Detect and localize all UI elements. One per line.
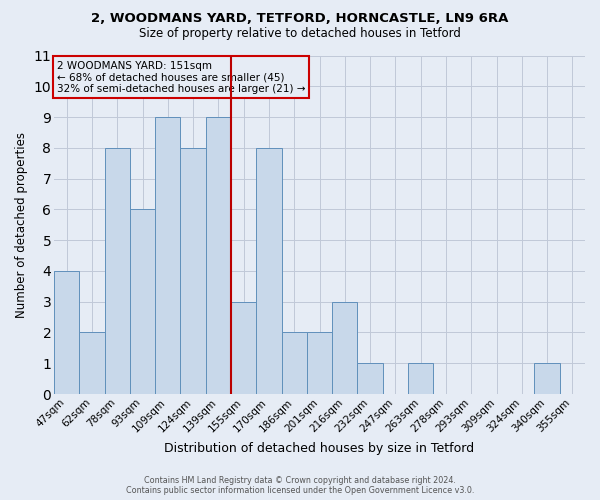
Bar xyxy=(332,302,358,394)
X-axis label: Distribution of detached houses by size in Tetford: Distribution of detached houses by size … xyxy=(164,442,475,455)
Bar xyxy=(256,148,281,394)
Text: 2 WOODMANS YARD: 151sqm
← 68% of detached houses are smaller (45)
32% of semi-de: 2 WOODMANS YARD: 151sqm ← 68% of detache… xyxy=(57,60,305,94)
Bar xyxy=(130,210,155,394)
Y-axis label: Number of detached properties: Number of detached properties xyxy=(15,132,28,318)
Text: Size of property relative to detached houses in Tetford: Size of property relative to detached ho… xyxy=(139,28,461,40)
Bar xyxy=(408,364,433,394)
Bar xyxy=(181,148,206,394)
Bar xyxy=(307,332,332,394)
Bar xyxy=(155,117,181,394)
Bar xyxy=(206,117,231,394)
Text: Contains HM Land Registry data © Crown copyright and database right 2024.
Contai: Contains HM Land Registry data © Crown c… xyxy=(126,476,474,495)
Bar xyxy=(79,332,104,394)
Bar xyxy=(104,148,130,394)
Bar xyxy=(54,271,79,394)
Bar xyxy=(535,364,560,394)
Bar xyxy=(231,302,256,394)
Bar xyxy=(358,364,383,394)
Bar xyxy=(281,332,307,394)
Text: 2, WOODMANS YARD, TETFORD, HORNCASTLE, LN9 6RA: 2, WOODMANS YARD, TETFORD, HORNCASTLE, L… xyxy=(91,12,509,26)
